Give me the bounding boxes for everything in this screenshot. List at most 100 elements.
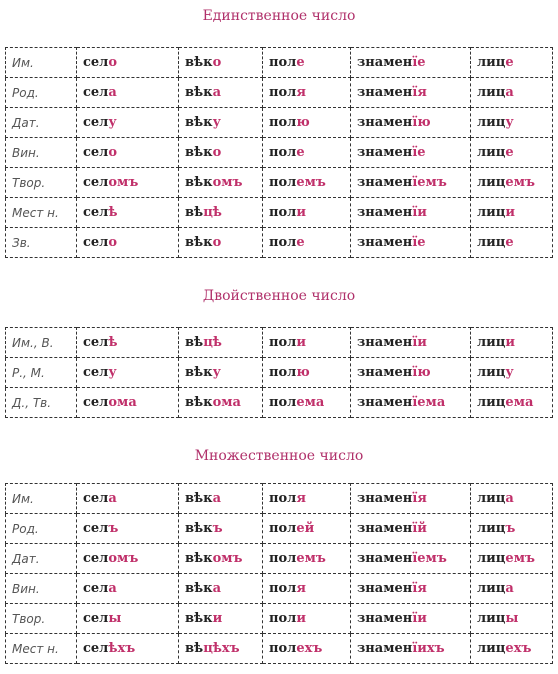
word-form: селома <box>76 387 179 418</box>
word-ending: е <box>505 55 514 70</box>
word-form: поля <box>262 77 351 108</box>
word-ending: їемъ <box>412 175 447 190</box>
word-form: селѣ <box>76 197 179 228</box>
word-ending: а <box>505 581 514 596</box>
word-form: селу <box>76 107 179 138</box>
word-ending: е <box>505 145 514 160</box>
word-ending: у <box>108 115 117 130</box>
word-stem: вѣк <box>185 235 213 250</box>
word-ending: їе <box>412 145 426 160</box>
word-form: лица <box>470 483 553 514</box>
word-form: вѣко <box>178 137 263 168</box>
word-form: полю <box>262 357 351 388</box>
word-ending: и <box>296 611 307 626</box>
word-stem: вѣк <box>185 145 213 160</box>
table-row: Зв. село вѣко поле знаменїе лице <box>5 227 553 258</box>
word-stem: вѣ <box>185 205 204 220</box>
word-ending: ей <box>296 521 315 536</box>
word-ending: ома <box>212 395 241 410</box>
declension-table: Им., В. селѣ вѣцѣ поли знаменїи лици Р., М. сел… <box>5 327 553 418</box>
word-stem: вѣк <box>185 55 213 70</box>
word-stem: пол <box>269 395 297 410</box>
word-stem: знамен <box>357 115 413 130</box>
word-form: селомъ <box>76 543 179 574</box>
word-form: вѣцѣ <box>178 327 263 358</box>
word-form: вѣки <box>178 603 263 634</box>
table-row: Мест н. селѣ вѣцѣ поли знаменїи лици <box>5 197 553 228</box>
word-ending: о <box>108 235 118 250</box>
word-form: вѣка <box>178 77 263 108</box>
word-form: вѣка <box>178 573 263 604</box>
word-stem: вѣк <box>185 115 213 130</box>
word-ending: їемъ <box>412 551 447 566</box>
word-form: селу <box>76 357 179 388</box>
word-stem: сел <box>83 205 109 220</box>
word-stem: лиц <box>477 335 506 350</box>
table-row: Вин. село вѣко поле знаменїе лице <box>5 137 553 168</box>
word-form: села <box>76 573 179 604</box>
word-stem: пол <box>269 491 297 506</box>
word-form: знаменїи <box>350 327 471 358</box>
word-ending: емъ <box>505 551 535 566</box>
word-stem: сел <box>83 235 109 250</box>
word-ending: їй <box>412 521 427 536</box>
table-row: Им. села вѣка поля знаменїя лица <box>5 483 553 514</box>
word-form: знаменїи <box>350 197 471 228</box>
word-form: знаменїя <box>350 483 471 514</box>
section-title: Множественное число <box>194 448 364 464</box>
word-form: поле <box>262 137 351 168</box>
word-form: селъ <box>76 513 179 544</box>
word-ending: и <box>296 205 307 220</box>
word-stem: сел <box>83 175 109 190</box>
word-stem: знамен <box>357 641 413 656</box>
word-stem: пол <box>269 581 297 596</box>
word-form: лицу <box>470 107 553 138</box>
word-ending: о <box>108 145 118 160</box>
word-stem: лиц <box>477 115 506 130</box>
word-stem: пол <box>269 551 297 566</box>
word-ending: їи <box>412 611 427 626</box>
word-ending: їи <box>412 205 427 220</box>
word-stem: вѣ <box>185 641 204 656</box>
word-ending: ехъ <box>505 641 532 656</box>
word-form: лицемъ <box>470 167 553 198</box>
word-ending: е <box>296 55 305 70</box>
word-form: знаменїемъ <box>350 543 471 574</box>
case-label: Дат. <box>5 107 77 138</box>
word-stem: сел <box>83 145 109 160</box>
word-form: вѣко <box>178 227 263 258</box>
word-form: лицема <box>470 387 553 418</box>
word-stem: сел <box>83 491 109 506</box>
word-form: поле <box>262 227 351 258</box>
word-stem: пол <box>269 115 297 130</box>
word-ending: емъ <box>296 175 326 190</box>
word-stem: вѣк <box>185 175 213 190</box>
word-stem: знамен <box>357 175 413 190</box>
word-ending: я <box>296 491 306 506</box>
word-ending: їе <box>412 55 426 70</box>
word-stem: пол <box>269 641 297 656</box>
word-stem: знамен <box>357 335 413 350</box>
table-row: Род. села вѣка поля знаменїя лица <box>5 77 553 108</box>
case-label: Мест н. <box>5 633 77 664</box>
word-ending: а <box>212 491 221 506</box>
word-stem: пол <box>269 55 297 70</box>
word-form: село <box>76 137 179 168</box>
word-stem: вѣ <box>185 335 204 350</box>
word-stem: сел <box>83 641 109 656</box>
word-form: поля <box>262 483 351 514</box>
word-form: село <box>76 227 179 258</box>
word-form: лицъ <box>470 513 553 544</box>
word-stem: вѣк <box>185 365 213 380</box>
word-ending: о <box>108 55 118 70</box>
word-ending: ѣ <box>108 335 118 350</box>
word-stem: сел <box>83 521 109 536</box>
section-title: Единственное число <box>202 8 356 24</box>
word-stem: знамен <box>357 145 413 160</box>
case-label: Им. <box>5 47 77 78</box>
word-form: поле <box>262 47 351 78</box>
word-ending: ъ <box>108 521 119 536</box>
word-form: лицемъ <box>470 543 553 574</box>
word-ending: е <box>296 145 305 160</box>
word-stem: знамен <box>357 491 413 506</box>
